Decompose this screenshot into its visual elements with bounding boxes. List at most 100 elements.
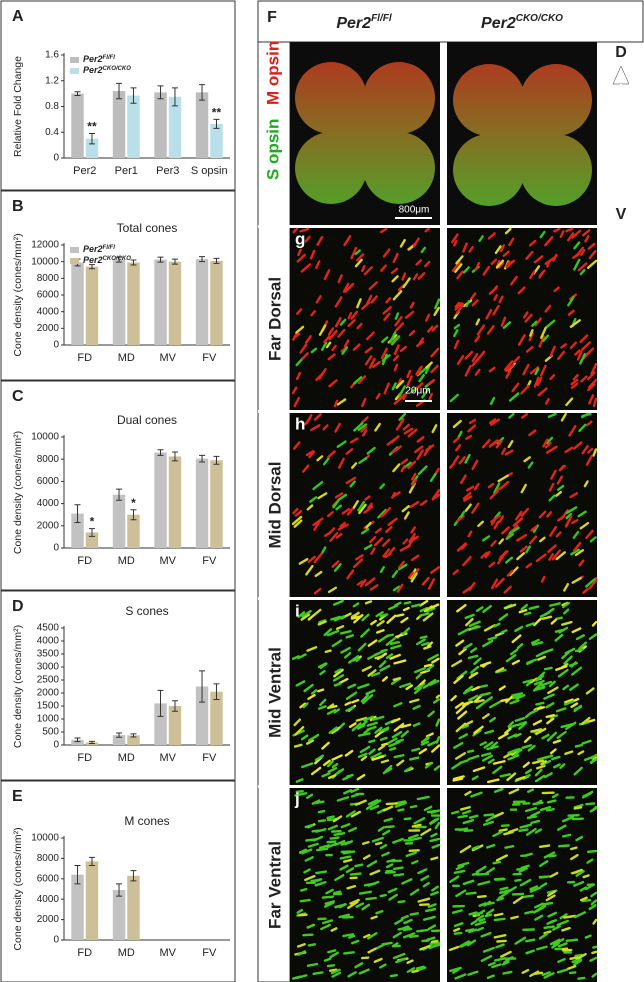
cone-cell [398, 560, 405, 569]
cone-cell [402, 627, 411, 636]
cone-cell [302, 464, 310, 473]
error-bar [88, 856, 95, 867]
cone-cell [586, 259, 598, 270]
cone-cell [332, 599, 344, 606]
cone-cell [493, 917, 506, 922]
cone-cell [505, 259, 515, 269]
cone-cell [511, 382, 520, 393]
cone-cell [467, 654, 479, 660]
cone-cell [330, 968, 341, 975]
cone-cell [557, 350, 565, 361]
x-tick-label: Per1 [115, 165, 138, 177]
cone-cell [379, 726, 390, 733]
cone-cell [538, 270, 545, 279]
cone-cell [471, 352, 479, 363]
cone-cell [382, 548, 391, 558]
cone-cell [431, 489, 441, 500]
cone-cell [341, 346, 349, 355]
cone-cell [548, 494, 556, 502]
cone-cell [334, 668, 342, 674]
cone-cell [461, 724, 469, 729]
y-tick-label: 2000 [37, 914, 60, 925]
y-tick-label: 1.6 [45, 50, 59, 61]
cone-cell [352, 343, 361, 351]
y-tick-label: 10000 [31, 833, 59, 844]
cone-cell [323, 628, 333, 637]
cone-cell [395, 379, 405, 389]
cone-cell [521, 413, 528, 419]
error-bar [213, 455, 220, 465]
cone-cell [592, 945, 598, 949]
cone-cell [306, 646, 318, 652]
cone-cell [472, 766, 486, 773]
cone-cell [551, 755, 561, 761]
cone-cell [334, 839, 346, 846]
cone-cell [294, 725, 305, 736]
cone-cell [318, 324, 327, 336]
error-bar [213, 257, 220, 264]
cone-cell [549, 345, 556, 358]
cone-cell [543, 851, 556, 859]
cone-cell [497, 553, 506, 565]
x-tick-label: Per2 [73, 165, 96, 177]
cone-cell [582, 587, 589, 594]
cone-cell [350, 310, 359, 320]
cone-cell [530, 819, 541, 825]
cone-cell [546, 799, 557, 804]
cone-cell [385, 297, 392, 304]
cone-cell [384, 525, 393, 534]
cone-cell [346, 507, 354, 516]
cone-cell [327, 353, 336, 361]
cone-cell [486, 324, 495, 335]
cone-cell [391, 382, 397, 391]
cone-cell [499, 888, 512, 894]
cone-cell [333, 708, 341, 714]
cone-cell [367, 947, 377, 954]
cone-cell [520, 864, 530, 869]
cone-cell [470, 791, 483, 798]
cone-cell [572, 373, 579, 381]
cone-cell [580, 341, 591, 351]
cone-cell [561, 833, 572, 838]
cone-cell [560, 412, 567, 422]
cone-cell [352, 657, 361, 662]
cone-cell [535, 701, 545, 706]
cone-cell [491, 963, 502, 969]
cone-cell [314, 754, 325, 762]
cone-cell [471, 845, 480, 850]
cone-cell [553, 227, 561, 233]
cone-cell [360, 694, 369, 703]
cone-cell [315, 260, 321, 269]
cone-cell [317, 819, 327, 823]
bar [85, 138, 99, 158]
cone-cell [368, 739, 376, 744]
cone-cell [468, 814, 479, 819]
cone-cell [310, 766, 322, 776]
cone-cell [389, 331, 397, 344]
cone-cell [391, 570, 399, 578]
cone-cell [490, 741, 499, 748]
cone-cell [400, 730, 409, 738]
cone-cell [492, 830, 503, 838]
cone-cell [514, 732, 522, 738]
bar [154, 703, 167, 745]
cone-cell [401, 272, 407, 281]
cone-cell [452, 569, 459, 576]
cone-cell [350, 787, 360, 793]
cone-cell [333, 831, 346, 837]
cone-cell [571, 229, 582, 239]
cone-cell [348, 826, 357, 833]
cone-cell [431, 657, 440, 664]
cone-cell [528, 239, 537, 247]
cone-cell [313, 413, 322, 421]
error-bar [116, 488, 123, 501]
cone-cell [534, 774, 546, 783]
row-label: Far Dorsal [265, 277, 284, 361]
cone-cell [524, 806, 538, 813]
orientation-label: D [615, 44, 627, 61]
cone-cell [317, 688, 325, 693]
cone-cell [307, 614, 315, 621]
cone-cell [329, 968, 338, 972]
cone-cell [498, 515, 504, 523]
cone-cell [357, 683, 370, 690]
